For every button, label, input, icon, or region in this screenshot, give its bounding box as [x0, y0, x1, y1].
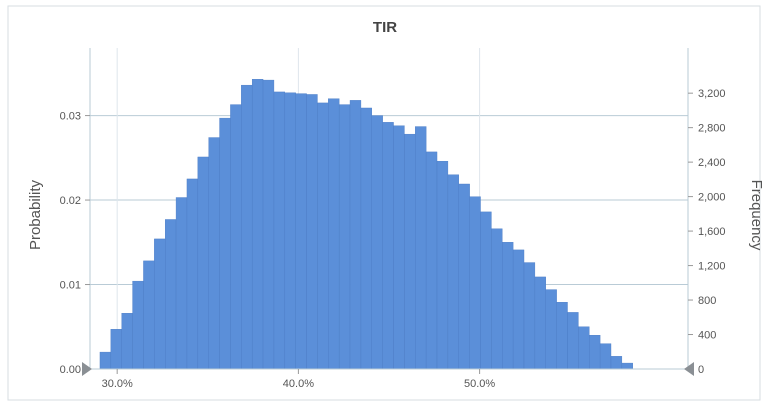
- histogram-bar: [425, 151, 438, 370]
- histogram-bar: [578, 326, 590, 370]
- histogram-bar: [556, 302, 568, 370]
- y2-tick-label: 2,000: [698, 192, 726, 204]
- histogram-bar: [610, 356, 623, 370]
- histogram-bar: [371, 115, 383, 370]
- chart-title: TIR: [373, 19, 397, 36]
- x-tick-label: 50.0%: [464, 378, 495, 390]
- histogram-bar: [306, 94, 318, 370]
- y-tick-label: 0.01: [60, 280, 81, 292]
- histogram-bar: [382, 122, 394, 370]
- y-tick-label: 0.00: [60, 364, 81, 376]
- histogram-bar: [589, 335, 601, 370]
- histogram-bar: [132, 280, 144, 370]
- histogram-bar: [545, 289, 557, 370]
- histogram-bar: [165, 219, 177, 370]
- y-axis-right-label: Frequency: [748, 180, 765, 251]
- y2-tick-label: 400: [698, 330, 716, 342]
- histogram-bar: [154, 238, 166, 370]
- y2-tick-label: 2,800: [698, 123, 726, 135]
- y-tick-label: 0.02: [60, 195, 81, 207]
- histogram-bar: [338, 104, 351, 370]
- histogram-bar: [360, 107, 372, 370]
- histogram-bar: [534, 276, 546, 370]
- y-axis-left-label: Probability: [27, 179, 44, 250]
- histogram-bar: [175, 197, 188, 370]
- histogram-bar: [241, 84, 253, 370]
- histogram-bar: [523, 262, 536, 370]
- left-range-marker-icon[interactable]: [82, 362, 92, 376]
- histogram-bar: [284, 92, 296, 370]
- y-axis-right-ticks: 0 400 800 1,200 1,600 2,000 2,400 2,800 3,200: [688, 88, 726, 376]
- histogram-bar: [512, 249, 525, 370]
- histogram-bar: [349, 100, 362, 370]
- y2-tick-label: 2,400: [698, 157, 726, 169]
- histogram-bar: [491, 228, 503, 370]
- histogram-bar: [219, 117, 231, 370]
- histogram-bar: [186, 178, 199, 370]
- axes: [89, 48, 689, 370]
- histogram-bar: [621, 362, 633, 370]
- histogram-bar: [251, 79, 264, 370]
- histogram-bar: [567, 312, 579, 370]
- histogram-bar: [404, 133, 416, 370]
- histogram-bar: [273, 91, 286, 370]
- histogram-bar: [295, 93, 307, 370]
- histogram-bar: [110, 329, 122, 370]
- y2-tick-label: 3,200: [698, 88, 726, 100]
- histogram-bar: [208, 137, 220, 370]
- y2-tick-label: 0: [698, 364, 704, 376]
- y-axis-left-ticks: 0.00 0.01 0.02 0.03: [60, 111, 90, 376]
- histogram-bar: [121, 313, 133, 370]
- x-tick-label: 40.0%: [283, 378, 314, 390]
- right-range-marker-icon[interactable]: [684, 362, 694, 376]
- histogram-bar: [469, 196, 481, 370]
- histogram-bar: [230, 104, 242, 370]
- y2-tick-label: 1,200: [698, 261, 726, 273]
- y2-tick-label: 800: [698, 295, 716, 307]
- histogram-bar: [197, 156, 209, 370]
- histogram-bar: [447, 174, 459, 370]
- y-tick-label: 0.03: [60, 111, 81, 123]
- x-axis-ticks: 30.0% 40.0% 50.0%: [102, 369, 495, 390]
- histogram-bar: [328, 98, 340, 370]
- histogram-bar: [393, 125, 405, 370]
- histogram-bar: [502, 242, 514, 370]
- y2-tick-label: 1,600: [698, 226, 726, 238]
- histogram-bar: [480, 211, 492, 370]
- histogram-bar: [143, 260, 155, 370]
- histogram-bar: [415, 126, 427, 370]
- histogram-bars: [99, 79, 633, 370]
- histogram-bar: [99, 351, 112, 370]
- histogram-bar: [599, 343, 612, 370]
- histogram-bar: [262, 79, 275, 370]
- x-tick-label: 30.0%: [102, 378, 133, 390]
- histogram-bar: [436, 160, 449, 370]
- histogram-bar: [317, 102, 329, 370]
- histogram-bar: [458, 183, 470, 370]
